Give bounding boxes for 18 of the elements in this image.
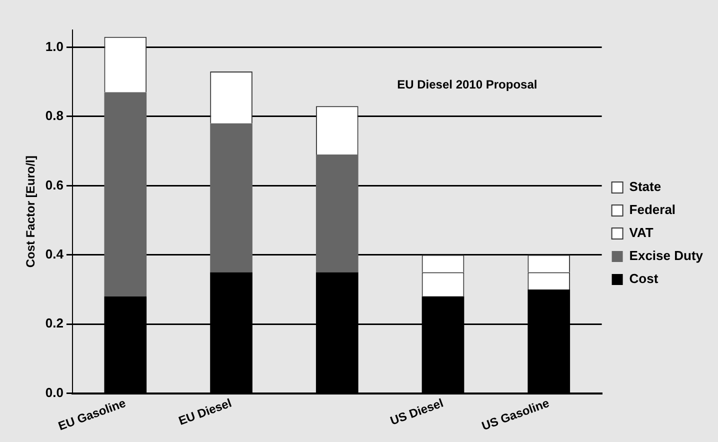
y-tick-label: 0.8 — [45, 108, 64, 124]
legend-label: Excise Duty — [629, 248, 704, 264]
y-tick-label: 0.2 — [45, 316, 64, 331]
annotation: EU Diesel 2010 Proposal — [397, 77, 538, 92]
bar — [316, 154, 358, 272]
y-tick-label: 0.4 — [45, 246, 64, 262]
y-tick-label: 1.0 — [45, 38, 64, 54]
legend-label: State — [629, 179, 662, 194]
legend-label: VAT — [629, 225, 654, 240]
legend-label: Federal — [629, 202, 676, 218]
x-tick-label: US Diesel — [388, 396, 446, 428]
bar — [210, 123, 252, 272]
y-axis-title: Cost Factor [Euro/l] — [24, 156, 38, 268]
legend-label: Cost — [629, 271, 659, 286]
bar — [104, 92, 147, 296]
y-tick-label: 0.0 — [45, 384, 64, 400]
x-tick-label: EU Diesel — [176, 396, 234, 428]
y-tick-label: 0.6 — [45, 177, 64, 192]
